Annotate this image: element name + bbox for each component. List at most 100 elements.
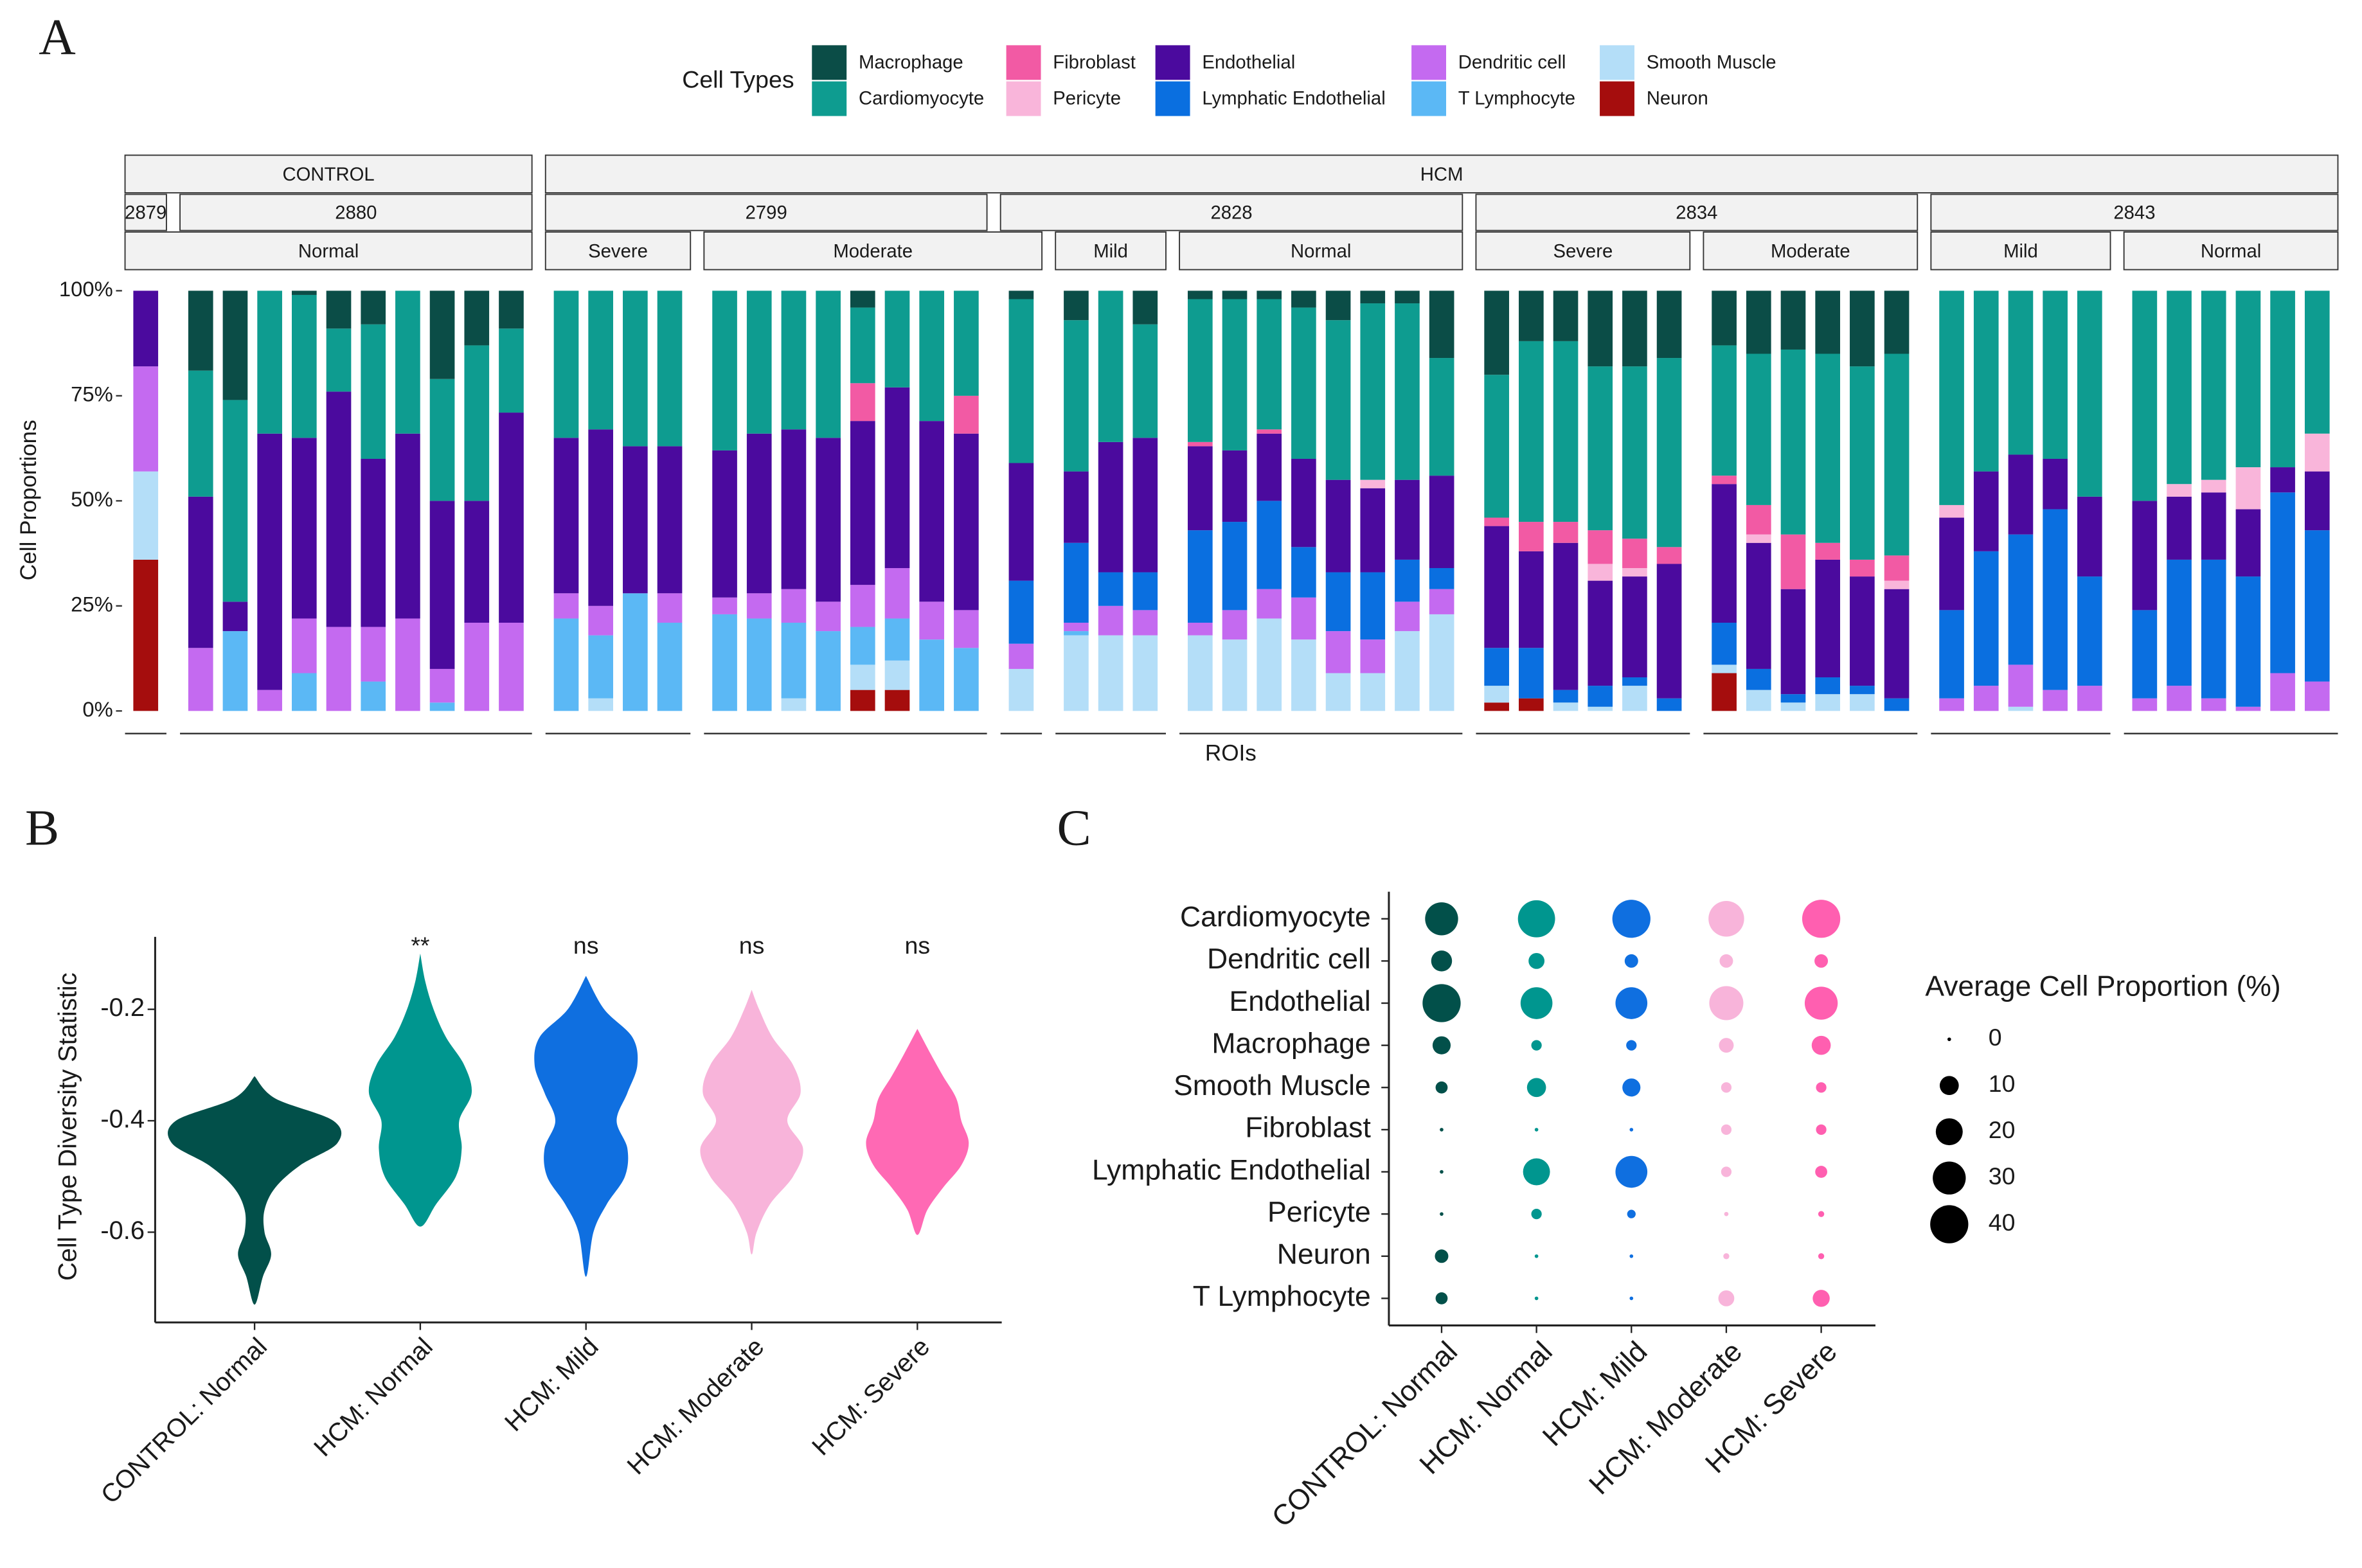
dot (1435, 1081, 1448, 1094)
bar-segment (464, 290, 490, 346)
bar-segment (657, 290, 683, 447)
bar-segment (1395, 559, 1420, 602)
bar-segment (954, 433, 979, 610)
bar-segment (1553, 542, 1579, 690)
bar-segment (1429, 614, 1454, 711)
legend-key (1006, 81, 1041, 116)
bar-segment (816, 438, 841, 602)
y-tick-label: Cardiomyocyte (1180, 902, 1371, 933)
legend-key (1155, 45, 1190, 80)
facet-strip-label: 2834 (1676, 202, 1717, 224)
legend-label: Lymphatic Endothelial (1202, 88, 1385, 109)
bar-segment (1132, 290, 1158, 325)
facet-strip-label: Mild (2003, 240, 2038, 262)
bar-segment (1588, 290, 1613, 367)
facet-strip (179, 193, 533, 231)
dot (1531, 1209, 1542, 1220)
y-tick-label: 100% (59, 277, 113, 301)
bar-segment (781, 623, 807, 699)
bar-segment (1222, 290, 1248, 299)
significance-label: ns (739, 932, 765, 959)
y-tick-label: Macrophage (1212, 1028, 1370, 1059)
bar-segment (2235, 576, 2261, 707)
bar-segment (1257, 433, 1282, 501)
bar-segment (1291, 458, 1316, 548)
bar-segment (2201, 559, 2226, 699)
bar-segment (1850, 686, 1875, 695)
bar-segment (133, 471, 159, 560)
size-legend-label: 30 (1989, 1163, 2016, 1189)
legend-label: T Lymphocyte (1458, 88, 1575, 109)
bar-segment (2270, 492, 2295, 673)
legend-key (1411, 81, 1446, 116)
bar-segment (712, 614, 737, 711)
size-legend-label: 0 (1989, 1024, 2002, 1051)
bar-segment (133, 290, 159, 367)
bar-segment (1484, 375, 1509, 518)
bar-segment (2270, 467, 2295, 493)
violin (168, 1076, 342, 1305)
bar-segment (1098, 290, 1123, 442)
legend-label: Macrophage (859, 51, 963, 73)
dot (1526, 1078, 1546, 1098)
facet-strip-label: Mild (1093, 240, 1128, 262)
bar-segment (1484, 702, 1509, 711)
bar-segment (2043, 290, 2068, 459)
bar-segment (1815, 677, 1841, 695)
facet-strip (1930, 193, 2339, 231)
bar-segment (781, 589, 807, 623)
bar-segment (499, 413, 524, 623)
bar-segment (2304, 290, 2330, 434)
bar-segment (1222, 610, 1248, 640)
dot (1818, 1253, 1825, 1260)
bar-segment (222, 290, 248, 400)
facet-strip-label: 2880 (335, 202, 377, 224)
bar-segment (499, 328, 524, 413)
bar-segment (1884, 589, 1910, 699)
bar-segment (1429, 568, 1454, 589)
bar-segment (1291, 290, 1316, 308)
bar-segment (1187, 635, 1213, 711)
bar-segment (1291, 639, 1316, 711)
bar-segment (712, 597, 737, 614)
bar-segment (1780, 589, 1806, 695)
bar-segment (657, 623, 683, 711)
dot (1627, 1209, 1636, 1218)
dot (1802, 900, 1841, 938)
bar-segment (361, 290, 386, 325)
bar-segment (1553, 690, 1579, 703)
legend-label: Cardiomyocyte (859, 88, 984, 109)
x-axis-title: ROIs (1205, 741, 1257, 766)
dot (1721, 1166, 1732, 1177)
bar-segment (499, 623, 524, 711)
bar-segment (1622, 366, 1647, 539)
bar-segment (781, 429, 807, 589)
x-tick-label: HCM: Mild (499, 1332, 604, 1437)
facet-strip-label: Normal (1291, 240, 1351, 262)
bar-segment (1746, 353, 1771, 505)
bar-segment (1325, 290, 1351, 321)
bar-segment (1622, 290, 1647, 367)
legend-key (1600, 81, 1634, 116)
bar-segment (2008, 706, 2034, 711)
bar-segment (1429, 476, 1454, 569)
bar-segment (1222, 522, 1248, 610)
bar-segment (1429, 290, 1454, 359)
bar-segment (1553, 522, 1579, 543)
dot (1629, 1254, 1634, 1258)
significance-label: ns (573, 932, 599, 959)
bar-segment (1939, 290, 1964, 505)
facet-strip-label: 2843 (2113, 202, 2155, 224)
violin (700, 990, 803, 1255)
bar-segment (361, 681, 386, 711)
facet-strip (1055, 231, 1167, 271)
dot (1811, 1035, 1831, 1055)
bar-segment (1780, 290, 1806, 350)
bar-segment (746, 290, 772, 434)
bar-segment (1008, 668, 1034, 711)
bar-segment (1712, 345, 1737, 476)
dot (1804, 986, 1838, 1020)
facet-strip (1179, 231, 1463, 271)
bar-segment (1325, 320, 1351, 480)
violin (368, 953, 472, 1227)
